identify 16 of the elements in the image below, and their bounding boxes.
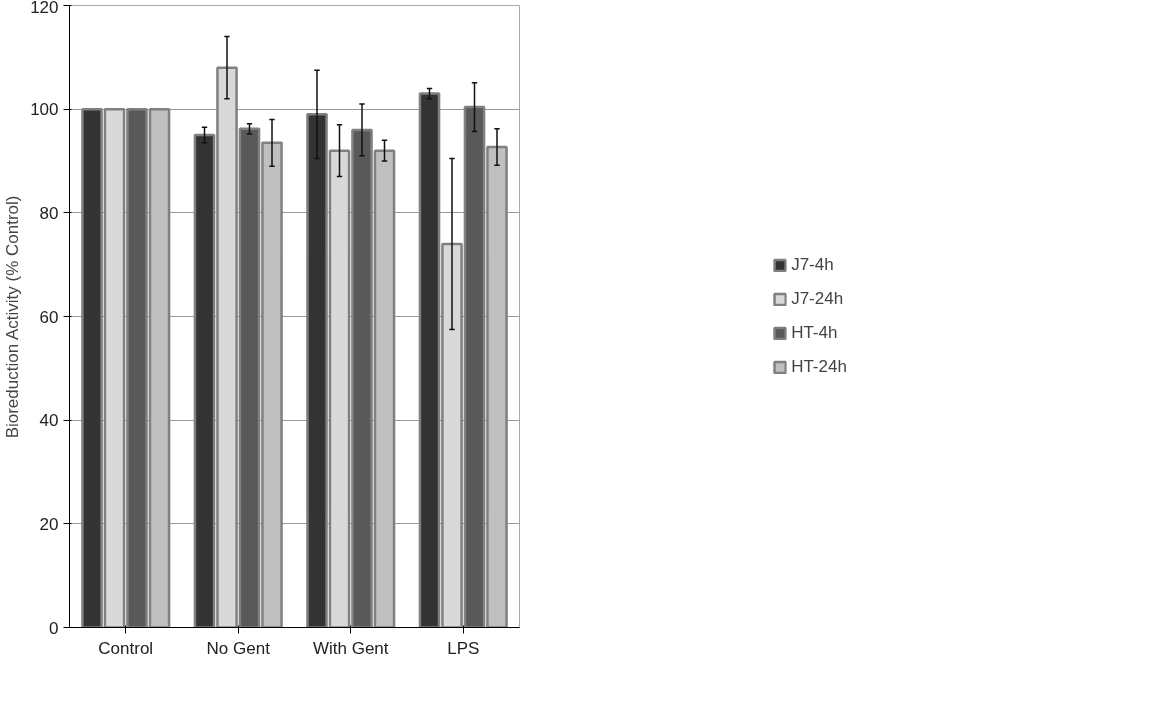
y-axis-title: Bioreduction Activity (% Control) (3, 195, 23, 439)
x-tick-label: Control (98, 638, 154, 658)
y-tick-label: 80 (39, 203, 59, 223)
x-tick-label: No Gent (206, 638, 271, 658)
y-tick-label: 100 (30, 100, 59, 120)
y-tick-label: 60 (39, 307, 59, 327)
legend-label: J7-24h (791, 289, 844, 309)
y-tick-label: 20 (39, 514, 59, 534)
y-tick-label: 0 (49, 618, 59, 638)
y-tick-label: 120 (30, 0, 59, 17)
legend-label: HT-4h (791, 323, 838, 343)
legend-label: J7-4h (791, 255, 834, 275)
x-tick-label: With Gent (312, 638, 389, 658)
y-tick-label: 40 (39, 411, 59, 431)
legend-label: HT-24h (791, 357, 847, 377)
x-tick-label: LPS (447, 638, 480, 658)
